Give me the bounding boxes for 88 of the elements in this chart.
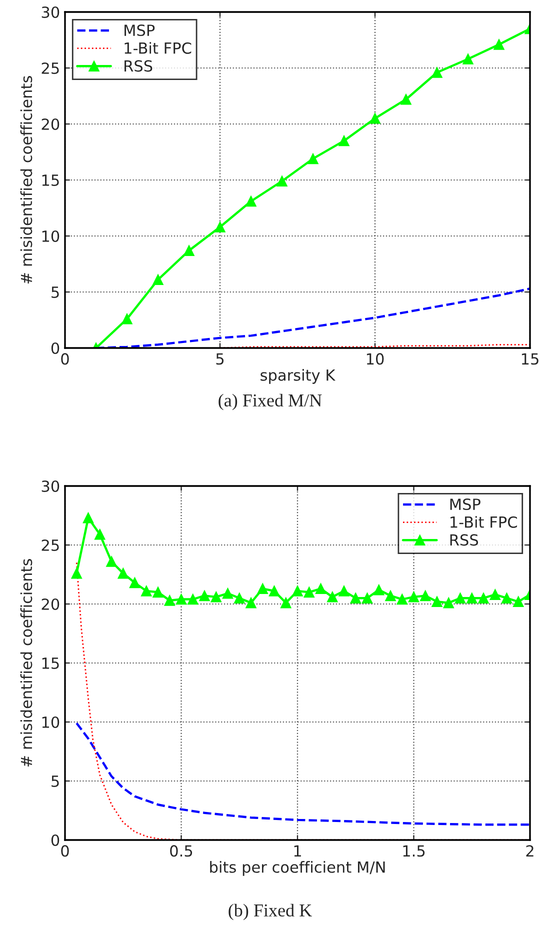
legend-label: 1-Bit FPC: [450, 516, 517, 528]
point: [490, 589, 501, 600]
legend-label: MSP: [450, 498, 480, 510]
point: [210, 592, 222, 602]
point: [94, 529, 106, 540]
point: [462, 54, 474, 64]
legend-label: 1-Bit FPC: [124, 42, 192, 54]
x-tick-label: 1.5: [403, 845, 425, 857]
point: [326, 592, 338, 602]
y-tick-label: 15: [42, 658, 59, 670]
point: [257, 583, 268, 594]
text: (b) Fixed K: [228, 904, 312, 920]
point: [82, 512, 94, 524]
y-tick-label: 15: [42, 174, 59, 186]
y-tick-label: 20: [42, 118, 60, 130]
point: [432, 67, 442, 78]
point: [408, 592, 420, 602]
x-tick-label: 5: [216, 353, 224, 365]
point: [184, 245, 194, 256]
y-tick-label: 5: [52, 776, 59, 788]
point: [222, 588, 234, 599]
point: [512, 596, 524, 608]
point: [276, 176, 288, 186]
y-tick-label: 20: [42, 598, 60, 610]
point: [268, 586, 280, 596]
y-tick-label: 10: [42, 716, 60, 728]
point: [280, 597, 292, 608]
point: [385, 590, 396, 602]
point: [214, 222, 226, 232]
y-tick-label: 10: [42, 230, 60, 242]
point: [420, 590, 431, 602]
y-axis-title: # misidentified coefficients: [20, 76, 32, 284]
point: [308, 153, 318, 164]
point: [140, 586, 152, 596]
point: [443, 597, 454, 608]
y-tick-label: 0: [51, 342, 60, 354]
x-tick-label: 1: [294, 845, 301, 856]
x-axis-title: sparsity K: [260, 369, 336, 384]
legend-label: MSP: [124, 24, 155, 36]
point: [152, 274, 164, 286]
y-axis-title: # misidentified coefficients: [20, 559, 32, 767]
point: [129, 577, 140, 588]
point: [292, 586, 303, 596]
point: [71, 568, 82, 579]
point: [304, 586, 315, 598]
line-series: [76, 722, 530, 826]
x-tick-label: 0: [61, 353, 69, 365]
point: [338, 135, 350, 146]
y-tick-label: 25: [42, 62, 59, 74]
y-tick-label: 5: [52, 286, 59, 298]
point: [246, 196, 256, 207]
point: [501, 592, 512, 604]
point: [338, 586, 350, 596]
point: [478, 592, 489, 604]
point: [315, 583, 326, 594]
point: [373, 584, 384, 596]
point: [187, 594, 198, 605]
x-tick-label: 10: [366, 353, 384, 365]
x-tick-label: 0.5: [170, 845, 192, 857]
x-tick-label: 0: [61, 845, 69, 857]
point: [400, 94, 412, 105]
point: [246, 597, 256, 608]
point: [466, 592, 478, 604]
point: [118, 568, 129, 579]
point: [350, 592, 362, 604]
point: [152, 586, 164, 598]
point: [106, 556, 117, 567]
text: (a) Fixed M/N: [218, 394, 322, 410]
point: [370, 113, 380, 124]
point: [362, 592, 373, 604]
point: [164, 595, 176, 606]
x-tick-label: 2: [526, 845, 534, 856]
point: [432, 596, 442, 608]
y-tick-label: 30: [42, 480, 60, 492]
x-tick-label: 15: [522, 353, 538, 365]
y-tick-label: 30: [42, 6, 60, 18]
point: [454, 592, 466, 604]
point: [234, 592, 245, 604]
legend-label: RSS: [124, 60, 152, 72]
legend-label: RSS: [450, 534, 478, 546]
x-axis-title: bits per coefficient M/N: [210, 861, 385, 876]
point: [396, 594, 408, 605]
point: [199, 590, 210, 602]
y-tick-label: 0: [51, 834, 60, 846]
y-tick-label: 25: [42, 539, 59, 552]
point: [122, 314, 132, 324]
point: [176, 594, 187, 605]
point: [494, 39, 504, 50]
